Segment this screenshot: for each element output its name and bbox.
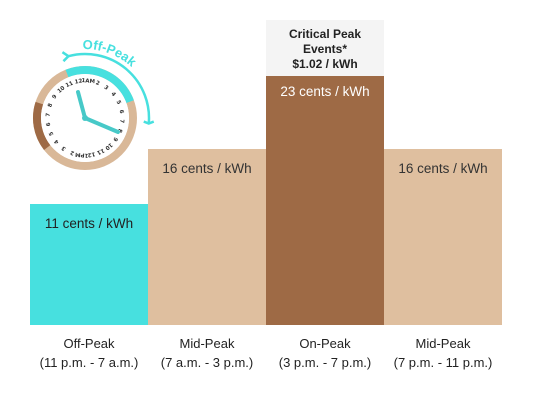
- clock-number: 5: [115, 100, 122, 106]
- clock-number: 2: [95, 80, 101, 87]
- category-label-1: Off-Peak (11 p.m. - 7 a.m.): [30, 334, 148, 372]
- clock-number: 4: [109, 91, 116, 98]
- critical-peak-annotation: Critical Peak Events* $1.02 / kWh: [266, 20, 384, 76]
- clock-on-peak-segment: [33, 101, 51, 151]
- clock-hour-hand: [76, 90, 87, 120]
- category-name: Mid-Peak: [415, 336, 471, 351]
- category-label-3: On-Peak (3 p.m. - 7 p.m.): [266, 334, 384, 372]
- arrow-head-right: [143, 120, 155, 125]
- clock-number: 6: [46, 122, 53, 127]
- category-hours: (3 p.m. - 7 p.m.): [278, 355, 372, 370]
- category-label-4: Mid-Peak (7 p.m. - 11 p.m.): [384, 334, 502, 372]
- clock-number: 7: [118, 119, 124, 124]
- annotation-line-1: Critical Peak: [288, 27, 362, 41]
- clock-off-peak-segment: [65, 66, 134, 104]
- bar-1: [30, 204, 148, 325]
- bar-value-label-1: 11 cents / kWh: [44, 216, 134, 231]
- clock-number: 1PM: [75, 151, 89, 158]
- clock-number: 3: [61, 144, 68, 151]
- clock-number: 1AM: [81, 78, 95, 85]
- off-peak-arrow-arc: [68, 52, 151, 124]
- arrow-head-left: [61, 51, 71, 63]
- clock-number: 9: [52, 94, 59, 101]
- clock-number: 11: [96, 147, 106, 156]
- clock-number: 2: [70, 149, 76, 156]
- bar-value-label-4: 16 cents / kWh: [398, 161, 488, 176]
- clock-number: 12: [87, 150, 96, 157]
- category-name: Off-Peak: [63, 336, 115, 351]
- clock-number: 5: [48, 130, 55, 136]
- category-hours: (11 p.m. - 7 a.m.): [39, 355, 139, 370]
- annotation-line-3: $1.02 / kWh: [292, 57, 358, 71]
- clock-icon: 1AM234567891011121PM23456789101112Off-Pe…: [33, 37, 155, 170]
- clock-number: 6: [118, 109, 125, 114]
- category-label-2: Mid-Peak (7 a.m. - 3 p.m.): [148, 334, 266, 372]
- bar-4: [384, 149, 502, 325]
- clock-number: 7: [45, 112, 51, 117]
- bar-value-label-3: 23 cents / kWh: [280, 84, 370, 99]
- category-hours: (7 p.m. - 11 p.m.): [393, 355, 493, 370]
- category-name: Mid-Peak: [179, 336, 235, 351]
- bar-value-label-2: 16 cents / kWh: [162, 161, 252, 176]
- clock-minute-hand: [83, 116, 120, 134]
- clock-number: 10: [103, 141, 113, 151]
- clock-number: 4: [53, 138, 60, 145]
- clock-number: 12: [74, 78, 83, 85]
- clock-number: 3: [103, 85, 110, 92]
- clock-number: 8: [47, 103, 54, 109]
- clock-number: 10: [57, 85, 67, 95]
- annotation-line-2: Events*: [302, 42, 348, 56]
- clock-center: [82, 115, 88, 121]
- bar-3: [266, 72, 384, 325]
- clock-number: 9: [111, 136, 118, 143]
- bars-group: [30, 72, 502, 325]
- clock-number: 11: [65, 81, 75, 90]
- category-hours: (7 a.m. - 3 p.m.): [160, 355, 254, 370]
- bar-2: [148, 149, 266, 325]
- category-name: On-Peak: [299, 336, 351, 351]
